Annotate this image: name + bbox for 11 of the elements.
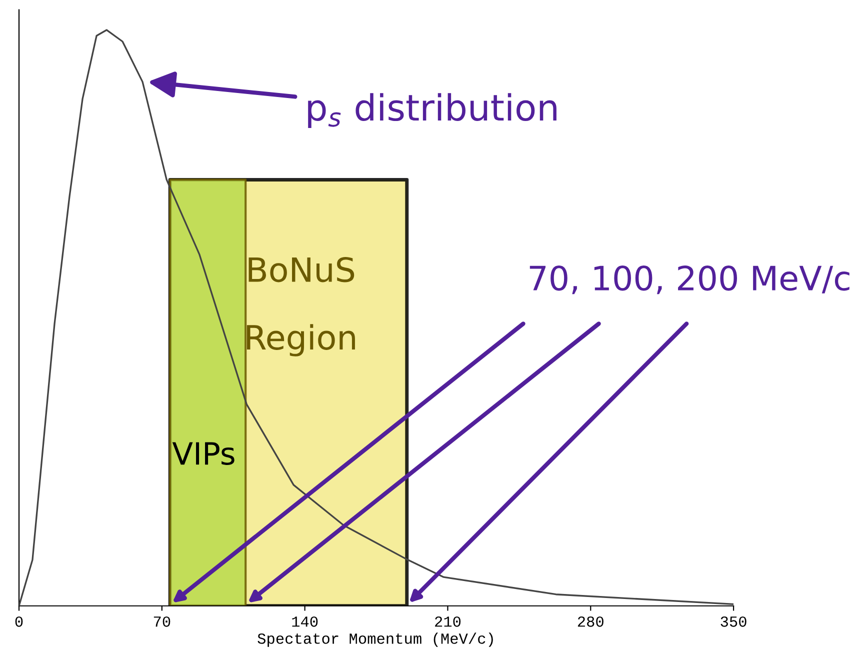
annotation: 70, 100, 200 MeV/c <box>530 265 850 294</box>
annotation: p$_{s}$ distribution <box>308 93 556 128</box>
x-tick-label: 0 <box>15 616 23 627</box>
x-tick-label: 210 <box>435 616 461 627</box>
x-tick-label: 70 <box>154 616 170 627</box>
x-axis-title: Spectator Momentum (MeV/c) <box>258 632 493 647</box>
x-tick-label: 140 <box>292 616 318 627</box>
band-label: VIPs <box>172 442 234 466</box>
text: BoNuS Region <box>246 257 355 356</box>
x-tick-label: 350 <box>720 616 746 627</box>
x-tick-label: 280 <box>578 616 604 627</box>
